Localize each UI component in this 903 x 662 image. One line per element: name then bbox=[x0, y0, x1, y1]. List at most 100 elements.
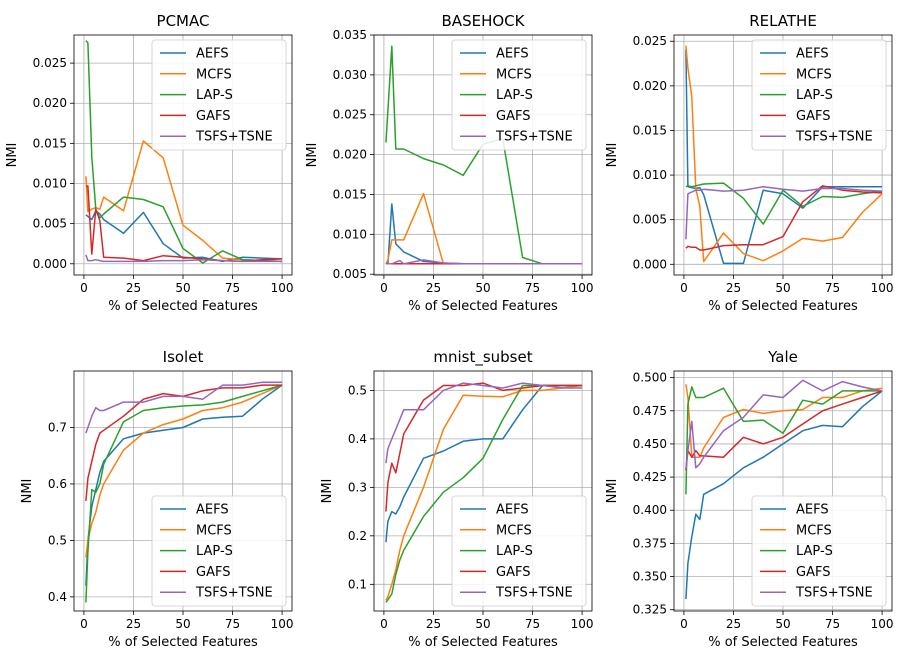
y-tick-label: 0.475 bbox=[633, 404, 667, 418]
series-line-lap-s bbox=[685, 182, 883, 225]
series-line-aefs bbox=[685, 49, 883, 265]
series-line-mcfs bbox=[85, 140, 283, 263]
x-axis-label: % of Selected Features bbox=[108, 299, 258, 314]
legend-label: GAFS bbox=[496, 109, 530, 124]
series-line-lap-s bbox=[385, 45, 583, 265]
legend: AEFS MCFS LAP-S GAFS TSFS+TSNE bbox=[451, 495, 587, 607]
legend-label: LAP-S bbox=[196, 88, 233, 103]
legend-label: GAFS bbox=[196, 109, 230, 124]
y-tick-label: 0.500 bbox=[633, 371, 667, 385]
legend-label: LAP-S bbox=[796, 88, 833, 103]
x-tick-label: 100 bbox=[571, 617, 594, 631]
y-tick-label: 0.005 bbox=[33, 217, 67, 231]
y-tick-label: 0.025 bbox=[333, 108, 367, 122]
x-tick-label: 0 bbox=[80, 617, 88, 631]
y-tick-label: 0.3 bbox=[348, 480, 367, 494]
legend-label: MCFS bbox=[496, 67, 532, 82]
series-lines bbox=[685, 45, 883, 265]
legend: AEFS MCFS LAP-S GAFS TSFS+TSNE bbox=[751, 39, 887, 151]
x-tick-label: 0 bbox=[680, 617, 688, 631]
series-line-aefs bbox=[85, 210, 283, 263]
series-lines bbox=[385, 45, 583, 265]
legend: AEFS MCFS LAP-S GAFS TSFS+TSNE bbox=[451, 39, 587, 151]
chart-title: Isolet bbox=[163, 348, 204, 366]
legend-label: MCFS bbox=[496, 523, 532, 538]
series-line-mcfs bbox=[685, 45, 883, 263]
x-tick-label: 50 bbox=[475, 617, 490, 631]
series-line-aefs bbox=[385, 384, 583, 543]
y-tick-label: 0.350 bbox=[633, 570, 667, 584]
series-lines bbox=[685, 379, 883, 600]
x-tick-label: 25 bbox=[426, 281, 441, 295]
legend-label: GAFS bbox=[796, 565, 830, 580]
y-tick-label: 0.010 bbox=[33, 176, 67, 190]
y-tick-label: 0.4 bbox=[48, 590, 67, 604]
legend-box bbox=[751, 495, 887, 607]
legend-label: TSFS+TSNE bbox=[495, 130, 573, 145]
x-tick-label: 0 bbox=[380, 281, 388, 295]
y-axis-label: NMI bbox=[605, 479, 620, 504]
series-line-tsfs-tsne bbox=[385, 382, 583, 464]
y-tick-label: 0.325 bbox=[633, 603, 667, 617]
legend-box bbox=[151, 495, 287, 607]
y-tick-label: 0.025 bbox=[633, 34, 667, 48]
y-tick-label: 0.020 bbox=[333, 148, 367, 162]
x-tick-label: 0 bbox=[680, 281, 688, 295]
legend-label: GAFS bbox=[496, 565, 530, 580]
legend-label: MCFS bbox=[196, 67, 232, 82]
x-axis-label: % of Selected Features bbox=[408, 635, 558, 650]
legend-label: TSFS+TSNE bbox=[495, 586, 573, 601]
y-axis-label: NMI bbox=[605, 143, 620, 168]
legend-label: TSFS+TSNE bbox=[795, 130, 873, 145]
chart-title: Yale bbox=[767, 348, 798, 366]
y-tick-label: 0.015 bbox=[33, 136, 67, 150]
y-tick-label: 0.450 bbox=[633, 437, 667, 451]
y-tick-label: 0.015 bbox=[333, 187, 367, 201]
series-line-lap-s bbox=[385, 384, 583, 603]
x-tick-label: 50 bbox=[775, 281, 790, 295]
y-tick-label: 0.7 bbox=[48, 420, 67, 434]
legend-label: TSFS+TSNE bbox=[795, 586, 873, 601]
legend-label: MCFS bbox=[796, 523, 832, 538]
x-tick-label: 50 bbox=[775, 617, 790, 631]
y-axis-label: NMI bbox=[320, 479, 335, 504]
legend: AEFS MCFS LAP-S GAFS TSFS+TSNE bbox=[151, 39, 287, 151]
series-line-gafs bbox=[85, 384, 283, 501]
y-tick-label: 0.000 bbox=[33, 257, 67, 271]
chart-title: RELATHE bbox=[749, 12, 817, 30]
y-tick-label: 0.400 bbox=[633, 503, 667, 517]
series-line-lap-s bbox=[85, 40, 283, 264]
series-line-aefs bbox=[685, 390, 883, 600]
legend-label: GAFS bbox=[196, 565, 230, 580]
series-line-tsfs-tsne bbox=[685, 379, 883, 470]
x-tick-label: 25 bbox=[726, 617, 741, 631]
y-tick-label: 0.005 bbox=[633, 213, 667, 227]
x-tick-label: 0 bbox=[380, 617, 388, 631]
series-line-lap-s bbox=[685, 386, 883, 495]
y-tick-label: 0.030 bbox=[333, 68, 367, 82]
x-tick-label: 75 bbox=[525, 617, 540, 631]
series-line-mcfs bbox=[85, 384, 283, 558]
chart-title: PCMAC bbox=[157, 12, 210, 30]
y-tick-label: 0.5 bbox=[48, 533, 67, 547]
y-tick-label: 0.4 bbox=[348, 432, 367, 446]
legend-label: LAP-S bbox=[196, 544, 233, 559]
x-tick-label: 75 bbox=[225, 281, 240, 295]
y-tick-label: 0.020 bbox=[633, 79, 667, 93]
legend-label: LAP-S bbox=[796, 544, 833, 559]
series-lines bbox=[85, 381, 283, 603]
chart-title: mnist_subset bbox=[433, 348, 532, 367]
y-tick-label: 0.000 bbox=[633, 257, 667, 271]
y-tick-label: 0.010 bbox=[333, 227, 367, 241]
series-line-mcfs bbox=[385, 384, 583, 601]
x-tick-label: 50 bbox=[475, 281, 490, 295]
legend-label: TSFS+TSNE bbox=[195, 586, 273, 601]
x-axis-label: % of Selected Features bbox=[708, 635, 858, 650]
y-tick-label: 0.5 bbox=[348, 383, 367, 397]
y-tick-label: 0.025 bbox=[33, 56, 67, 70]
legend-label: MCFS bbox=[796, 67, 832, 82]
x-tick-label: 100 bbox=[571, 281, 594, 295]
x-axis-label: % of Selected Features bbox=[108, 635, 258, 650]
y-axis-label: NMI bbox=[20, 479, 35, 504]
